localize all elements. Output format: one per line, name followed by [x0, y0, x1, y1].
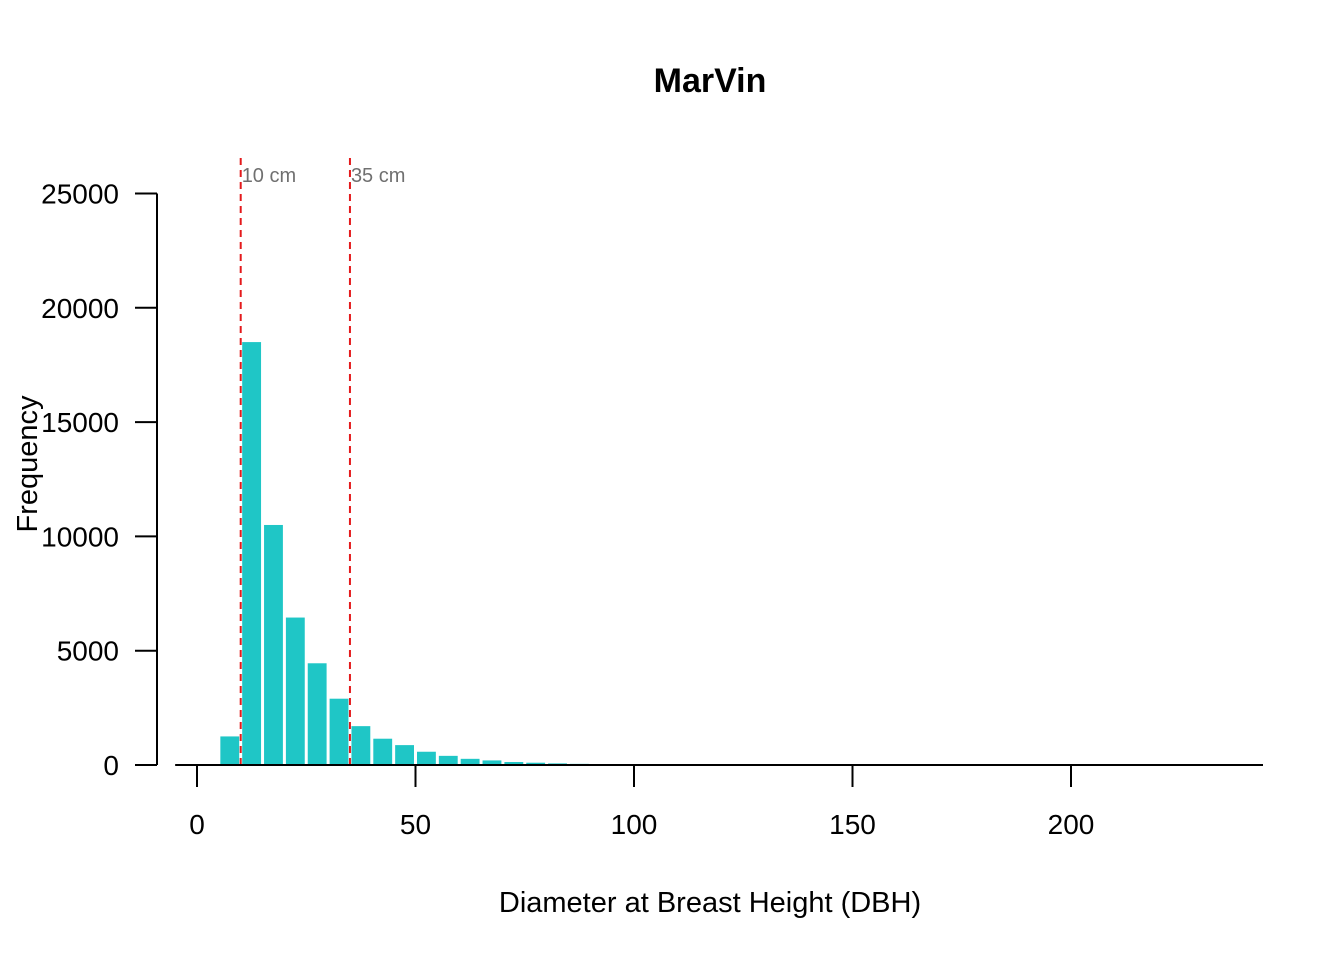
- x-tick-label: 50: [400, 809, 431, 840]
- x-axis: 0 50 100 150 200: [175, 764, 1263, 840]
- histogram-bar: [329, 698, 349, 765]
- histogram-bar: [438, 755, 458, 765]
- histogram-bar: [504, 762, 524, 765]
- reference-line-label: 35 cm: [351, 165, 405, 187]
- y-tick-label: 20000: [41, 293, 119, 324]
- reference-line-label: 10 cm: [242, 165, 296, 187]
- histogram-bar: [460, 758, 480, 765]
- bars-group: [220, 342, 633, 765]
- histogram-bar: [285, 617, 305, 765]
- x-axis-label: Diameter at Breast Height (DBH): [499, 887, 921, 919]
- histogram-bar: [307, 663, 327, 765]
- y-tick-label: 5000: [57, 636, 119, 667]
- histogram-bar: [482, 760, 502, 765]
- histogram-bar: [395, 745, 414, 765]
- y-tick-label: 0: [103, 750, 119, 781]
- histogram-bar: [526, 762, 546, 765]
- chart-title: MarVin: [654, 62, 767, 100]
- histogram-bar: [264, 524, 283, 765]
- y-tick-label: 25000: [41, 179, 119, 210]
- histogram-bar: [242, 342, 262, 765]
- x-tick-label: 100: [611, 809, 658, 840]
- y-axis-label: Frequency: [12, 395, 44, 533]
- y-tick-label: 10000: [41, 521, 119, 552]
- histogram-bar: [373, 738, 393, 765]
- histogram-bar: [417, 751, 436, 765]
- histogram-bar: [351, 726, 371, 765]
- y-axis: 0 5000 10000 15000 20000 25000: [41, 179, 158, 781]
- x-tick-label: 200: [1048, 809, 1095, 840]
- reference-lines-group: 10 cm 35 cm: [239, 158, 405, 765]
- x-tick-label: 0: [189, 809, 205, 840]
- y-tick-label: 15000: [41, 407, 119, 438]
- x-tick-label: 150: [829, 809, 876, 840]
- histogram-bar: [220, 736, 240, 765]
